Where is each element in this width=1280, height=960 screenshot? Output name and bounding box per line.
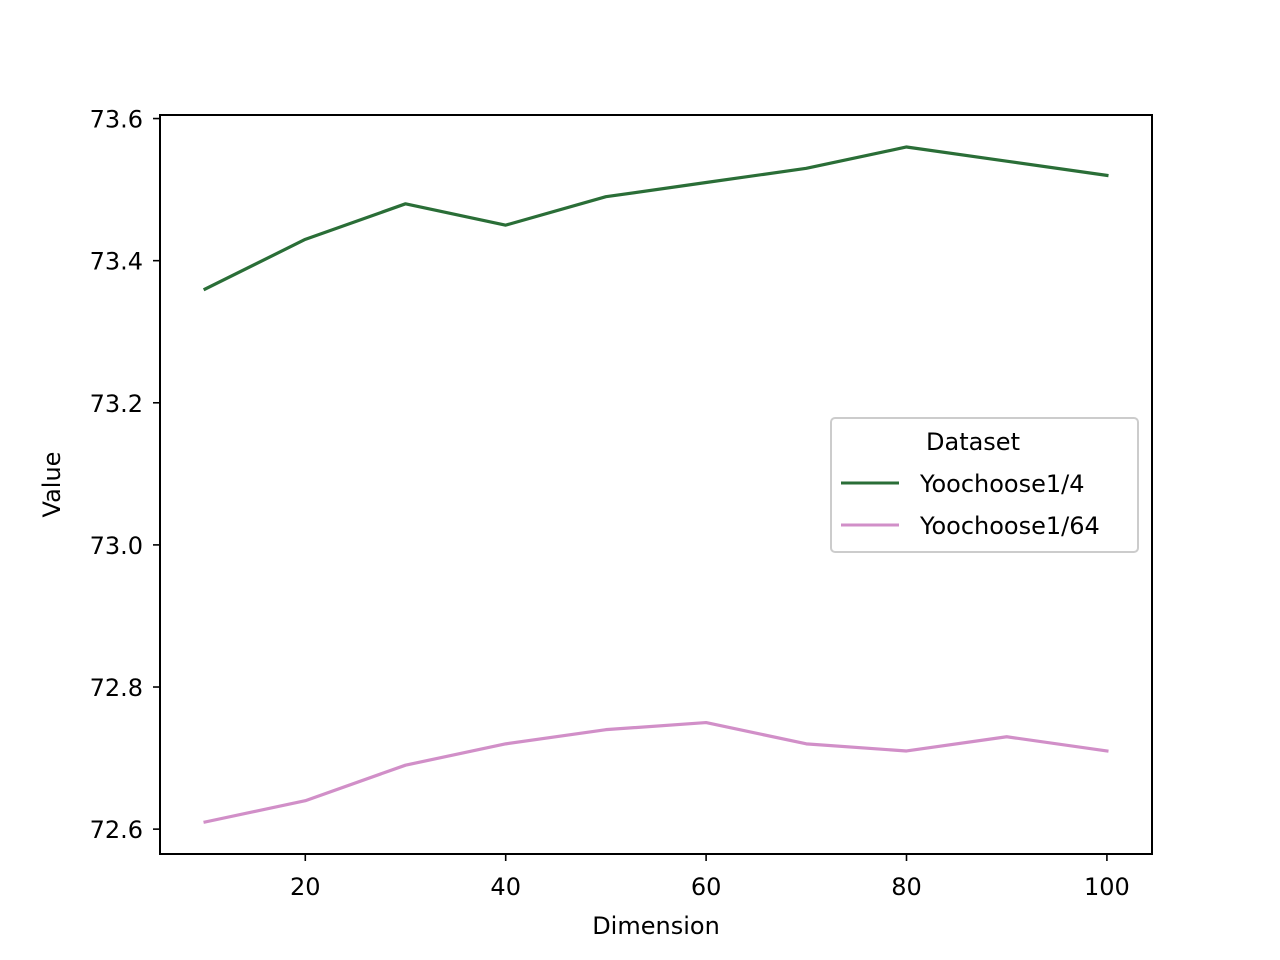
x-tick-label: 40 (490, 873, 521, 901)
y-axis: 72.6 72.8 73.0 73.2 73.4 73.6 (90, 106, 160, 844)
legend-box (830, 417, 1139, 553)
y-tick-label: 73.4 (90, 248, 143, 276)
series-line-yoochoose1-64 (203, 720, 1109, 824)
x-tick-label: 20 (290, 873, 321, 901)
x-axis: 20 40 60 80 100 (290, 854, 1130, 901)
legend-label-yoochoose1-4: Yoochoose1/4 (919, 470, 1085, 498)
y-axis-label: Value (38, 452, 66, 518)
x-tick-label: 100 (1084, 873, 1130, 901)
y-tick-label: 72.8 (90, 674, 143, 702)
y-tick-label: 73.2 (90, 390, 143, 418)
y-tick-label: 73.6 (90, 106, 143, 134)
y-tick-label: 73.0 (90, 532, 143, 560)
y-tick-label: 72.6 (90, 816, 143, 844)
x-axis-label: Dimension (592, 912, 720, 940)
legend-label-yoochoose1-64: Yoochoose1/64 (919, 512, 1100, 540)
legend: Dataset Yoochoose1/4 Yoochoose1/64 (830, 417, 1139, 553)
legend-title: Dataset (926, 428, 1020, 456)
series-line-yoochoose1-4 (202, 145, 1109, 292)
x-tick-label: 60 (691, 873, 722, 901)
series-layer (202, 145, 1109, 824)
plot-frame (159, 114, 1153, 855)
x-tick-label: 80 (891, 873, 922, 901)
